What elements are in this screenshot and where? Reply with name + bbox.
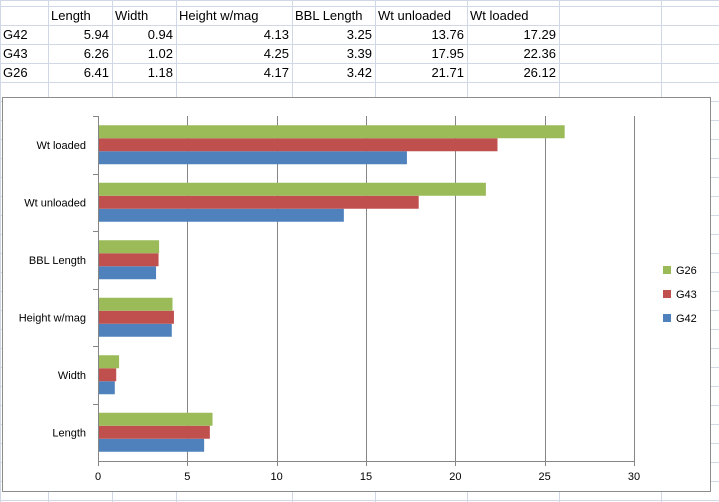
- row-label-cell[interactable]: G42: [3, 27, 28, 42]
- legend-swatch-g43: [663, 290, 671, 298]
- legend-label-g43[interactable]: G43: [676, 289, 697, 301]
- x-tick-label: 10: [271, 471, 283, 483]
- value-cell[interactable]: 26.12: [523, 65, 556, 80]
- bar-g26-wt-loaded[interactable]: [99, 125, 565, 139]
- legend-label-g42[interactable]: G42: [676, 313, 697, 325]
- bar-g43-length[interactable]: [99, 425, 210, 439]
- category-label: Wt unloaded: [24, 197, 86, 209]
- value-cell[interactable]: 3.25: [346, 27, 372, 42]
- value-cell[interactable]: 21.71: [431, 65, 464, 80]
- bar-g43-width[interactable]: [99, 368, 117, 382]
- bar-g43-bbl-length[interactable]: [99, 253, 159, 267]
- x-tick-label: 30: [628, 471, 640, 483]
- row-label-cell[interactable]: G26: [3, 65, 28, 80]
- bar-g42-wt-loaded[interactable]: [99, 151, 407, 165]
- x-tick-label: 5: [184, 471, 190, 483]
- header-cell[interactable]: Height w/mag: [179, 8, 259, 23]
- row-label-cell[interactable]: G43: [3, 46, 28, 61]
- value-cell[interactable]: 6.41: [83, 65, 109, 80]
- header-cell[interactable]: Length: [51, 8, 91, 23]
- value-cell[interactable]: 6.26: [83, 46, 109, 61]
- value-cell[interactable]: 3.39: [346, 46, 372, 61]
- value-cell[interactable]: 4.17: [263, 65, 289, 80]
- bar-g43-wt-loaded[interactable]: [99, 138, 498, 152]
- category-label: BBL Length: [29, 255, 86, 267]
- value-cell[interactable]: 1.02: [147, 46, 173, 61]
- legend-swatch-g42: [663, 314, 671, 322]
- legend-swatch-g26: [663, 266, 671, 274]
- value-cell[interactable]: 4.25: [263, 46, 289, 61]
- value-cell[interactable]: 13.76: [431, 27, 464, 42]
- category-label: Height w/mag: [19, 312, 86, 324]
- value-cell[interactable]: 22.36: [523, 46, 556, 61]
- bar-g26-wt-unloaded[interactable]: [99, 182, 486, 196]
- value-cell[interactable]: 3.42: [346, 65, 372, 80]
- category-label: Wt loaded: [36, 140, 86, 152]
- value-cell[interactable]: 4.13: [263, 27, 289, 42]
- bar-g42-wt-unloaded[interactable]: [99, 208, 344, 222]
- x-tick-label: 20: [449, 471, 461, 483]
- value-cell[interactable]: 1.18: [147, 65, 173, 80]
- chart-canvas: 0 5 10 15 20 25 30 Length Width Height w/mag BBL L…: [19, 116, 697, 483]
- bar-g26-height-w-mag[interactable]: [99, 297, 173, 311]
- category-label: Width: [58, 370, 86, 382]
- bar-g43-height-w-mag[interactable]: [99, 310, 174, 324]
- value-cell[interactable]: 0.94: [147, 27, 173, 42]
- bar-g26-width[interactable]: [99, 355, 120, 369]
- legend-label-g26[interactable]: G26: [676, 265, 697, 277]
- bar-g42-bbl-length[interactable]: [99, 266, 157, 280]
- bar-g42-width[interactable]: [99, 381, 115, 395]
- x-tick-label: 25: [539, 471, 551, 483]
- bar-g26-length[interactable]: [99, 412, 213, 426]
- value-cell[interactable]: 17.29: [523, 27, 556, 42]
- header-cell[interactable]: Width: [115, 8, 149, 23]
- bar-chart[interactable]: 0 5 10 15 20 25 30 Length Width Height w/mag BBL L…: [2, 97, 711, 492]
- bar-g43-wt-unloaded[interactable]: [99, 195, 419, 209]
- header-cell[interactable]: Wt unloaded: [378, 8, 451, 23]
- bar-g26-bbl-length[interactable]: [99, 240, 160, 254]
- header-cell[interactable]: BBL Length: [295, 8, 363, 23]
- header-cell[interactable]: Wt loaded: [470, 8, 529, 23]
- bar-g42-length[interactable]: [99, 438, 205, 452]
- category-label: Length: [52, 427, 86, 439]
- value-cell[interactable]: 17.95: [431, 46, 464, 61]
- bar-g42-height-w-mag[interactable]: [99, 323, 172, 337]
- value-cell[interactable]: 5.94: [83, 27, 109, 42]
- x-tick-label: 15: [360, 471, 372, 483]
- x-tick-label: 0: [95, 471, 101, 483]
